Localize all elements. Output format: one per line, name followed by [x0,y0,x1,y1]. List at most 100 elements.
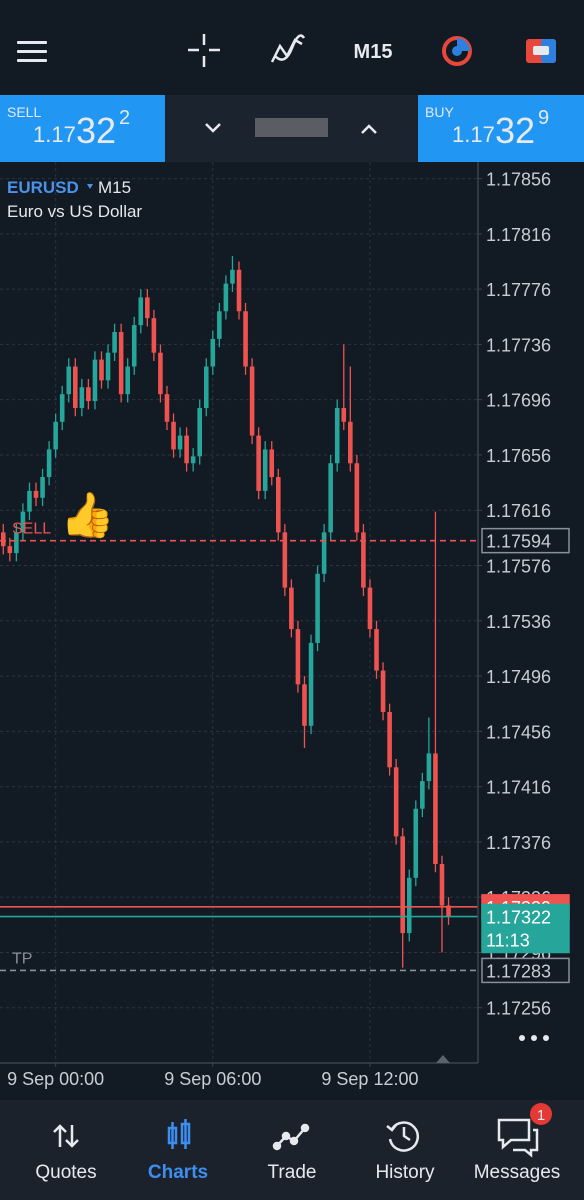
sell-button[interactable] [0,95,165,162]
candle-body [151,318,157,353]
chart-timeframe: M15 [98,178,131,197]
price-box-label: 1.17322 [486,908,551,928]
candle-body [203,366,209,408]
candle-body [341,407,347,422]
price-box-label: 1.17283 [486,961,551,981]
candle-body [73,366,78,408]
price-box [481,527,570,554]
candle-body [262,449,268,491]
candle-body [184,435,189,464]
candle-body [171,421,176,450]
candle-body [400,836,405,934]
candle-body [243,311,248,367]
candle-body [426,753,432,782]
candle-body [79,387,85,408]
candle-body [217,311,222,339]
candle-body [20,511,26,533]
candle-body [125,366,130,395]
symbol[interactable]: EURUSD [7,178,79,197]
candle-body [289,587,294,630]
y-tick-label: 1.17496 [486,667,551,687]
candle-body [406,877,412,934]
trade-button[interactable] [526,39,556,63]
x-tick-label: 9 Sep 12:00 [321,1069,418,1089]
y-tick-label: 1.17456 [486,722,551,742]
more-button[interactable] [519,1035,549,1041]
candle-body [308,642,314,726]
sell-price-pips: 32 [76,110,116,151]
candle-body [138,297,144,326]
price-line-label: SELL [12,521,51,538]
price-line-label: TP [12,950,32,967]
price-box [481,957,570,984]
scroll-marker [436,1055,450,1063]
y-tick-label: 1.17376 [486,833,551,853]
candle-body [348,421,353,464]
x-tick-label: 9 Sep 06:00 [164,1069,261,1089]
one-click-button[interactable] [442,36,472,66]
nav-quotes[interactable]: Quotes [35,1162,96,1183]
sell-price-point: 2 [119,107,130,129]
volume-down-button[interactable] [205,123,221,133]
candle-body [197,407,203,457]
candle-body [92,359,98,402]
candle-body [158,352,163,395]
candle-body [321,532,327,574]
nav-trade[interactable]: Trade [268,1162,317,1183]
candle-body [256,435,261,491]
y-tick-label: 1.17816 [486,225,551,245]
y-tick-label: 1.17576 [486,557,551,577]
volume-up-button[interactable] [361,124,377,134]
candle-body [53,421,58,450]
nav-messages[interactable]: Messages [474,1162,561,1183]
symbol-dropdown[interactable] [87,184,93,189]
badge-count: 1 [537,1107,545,1124]
nav-charts[interactable]: Charts [148,1162,208,1183]
candle-body [380,670,386,712]
candle-body [275,477,281,533]
candle-body [236,269,242,312]
quotes-icon [53,1124,79,1148]
crosshair-button[interactable] [188,34,220,67]
y-tick-label: 1.17656 [486,446,551,466]
y-tick-label: 1.17696 [486,391,551,411]
messages-icon [497,1118,539,1158]
buy-price-point: 9 [538,107,549,129]
menu-button[interactable] [17,41,47,62]
candle-body [190,456,196,464]
candle-body [105,352,111,381]
candle-body [7,546,13,554]
y-tick-label: 1.17416 [486,778,551,798]
sell-label: SELL [7,104,41,120]
price-box-label: 1.17594 [486,532,551,552]
candle-body [413,808,419,878]
price-box-time: 11:13 [486,931,530,951]
trade-icon [272,1123,310,1151]
buy-label: BUY [425,104,454,120]
buy-price-pips: 32 [495,110,535,151]
nav-history[interactable]: History [375,1162,435,1183]
y-tick-label: 1.17736 [486,335,551,355]
candle-body [40,477,45,498]
symbol-description: Euro vs US Dollar [7,202,142,221]
buy-price-prefix: 1.17 [452,122,495,147]
candle-body [33,490,39,498]
candle-body [374,629,379,671]
badge [530,1103,552,1125]
y-tick-label: 1.17256 [486,999,551,1019]
candle-body [118,331,124,395]
sell-price-prefix: 1.17 [33,122,76,147]
candle-body [59,394,65,422]
candle-body [46,449,52,478]
candle-body [367,587,373,630]
buy-button[interactable] [418,95,584,162]
candle-body [0,532,6,547]
indicators-button[interactable] [270,34,306,63]
y-tick-label: 1.17776 [486,280,551,300]
grid [0,162,478,1063]
candle-body [282,532,288,588]
candle-body [361,532,366,588]
timeframe-button[interactable]: M15 [354,41,393,63]
